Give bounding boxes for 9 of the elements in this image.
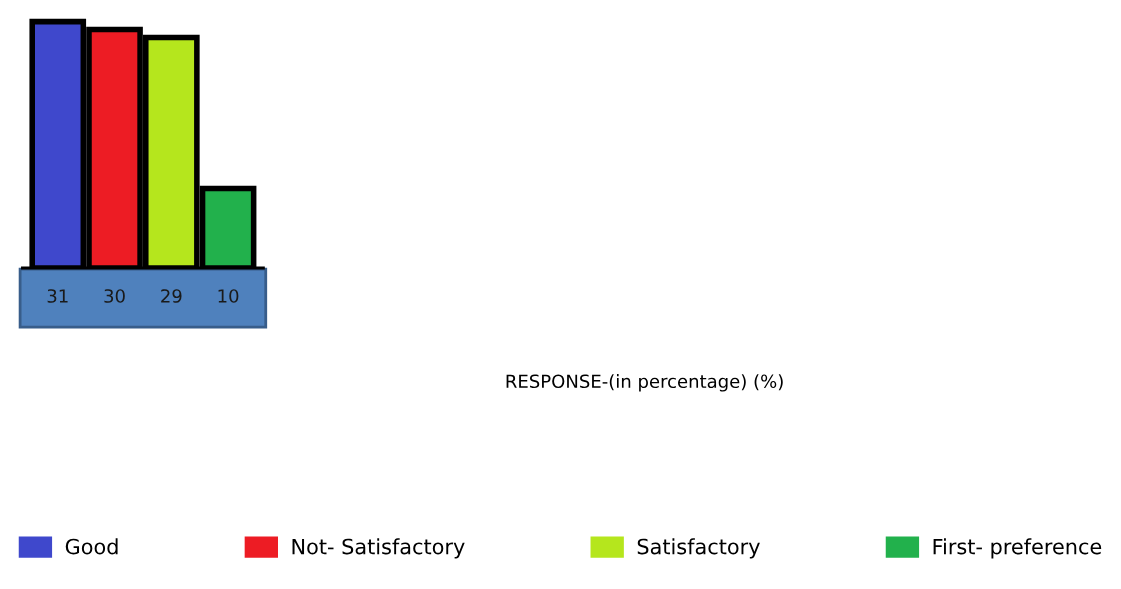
- legend-label: Good: [65, 538, 118, 555]
- data-label: 31: [47, 289, 68, 303]
- data-label: 29: [161, 289, 182, 303]
- text: RESPONSE-(in percentage) (%): [506, 374, 783, 392]
- legend-label: First- preference: [933, 538, 1102, 559]
- legend-label: Satisfactory: [637, 538, 760, 559]
- legend-label: Not- Satisfactory: [292, 538, 465, 559]
- data-label: 30: [104, 289, 125, 303]
- data-label: 10: [218, 289, 239, 303]
